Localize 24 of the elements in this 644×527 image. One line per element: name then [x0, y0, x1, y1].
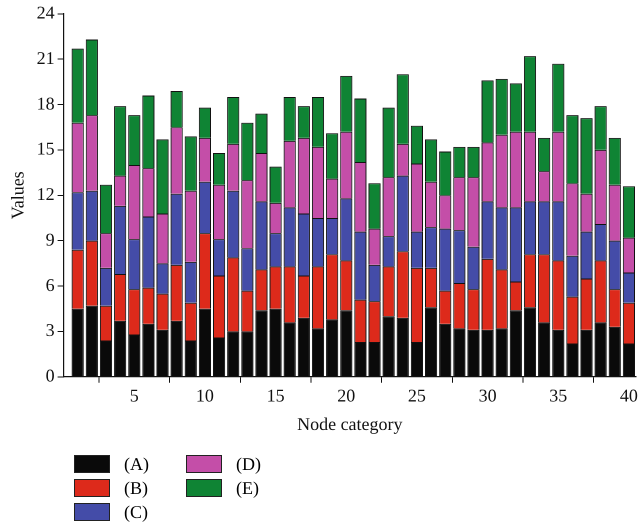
y-tick-label: 15	[36, 138, 55, 159]
legend-label: (E)	[236, 478, 259, 498]
x-tick-label: 25	[408, 385, 426, 406]
x-tick-label: 15	[266, 385, 285, 406]
x-tick-label: 20	[337, 385, 356, 406]
legend-label: (D)	[236, 454, 261, 474]
y-tick-label: 21	[36, 48, 55, 68]
y-tick-label: 3	[46, 320, 55, 340]
y-tick-label: 6	[46, 274, 55, 295]
legend-label: (B)	[124, 478, 148, 498]
x-tick-label: 35	[549, 385, 568, 406]
y-tick-label: 12	[36, 184, 55, 204]
x-tick-label: 5	[130, 385, 139, 406]
y-tick-label: 0	[46, 366, 55, 386]
x-tick-label: 10	[196, 385, 214, 406]
y-tick-label: 18	[36, 93, 55, 114]
legend-label: (A)	[124, 454, 149, 474]
x-tick-label: 40	[620, 385, 638, 406]
y-axis-title: Values	[8, 171, 28, 220]
legend-label: (C)	[124, 502, 148, 522]
y-tick-label: 9	[46, 229, 55, 250]
x-tick-label: 30	[478, 385, 497, 406]
y-tick-label: 24	[36, 2, 55, 23]
x-axis-title: Node category	[297, 414, 403, 434]
